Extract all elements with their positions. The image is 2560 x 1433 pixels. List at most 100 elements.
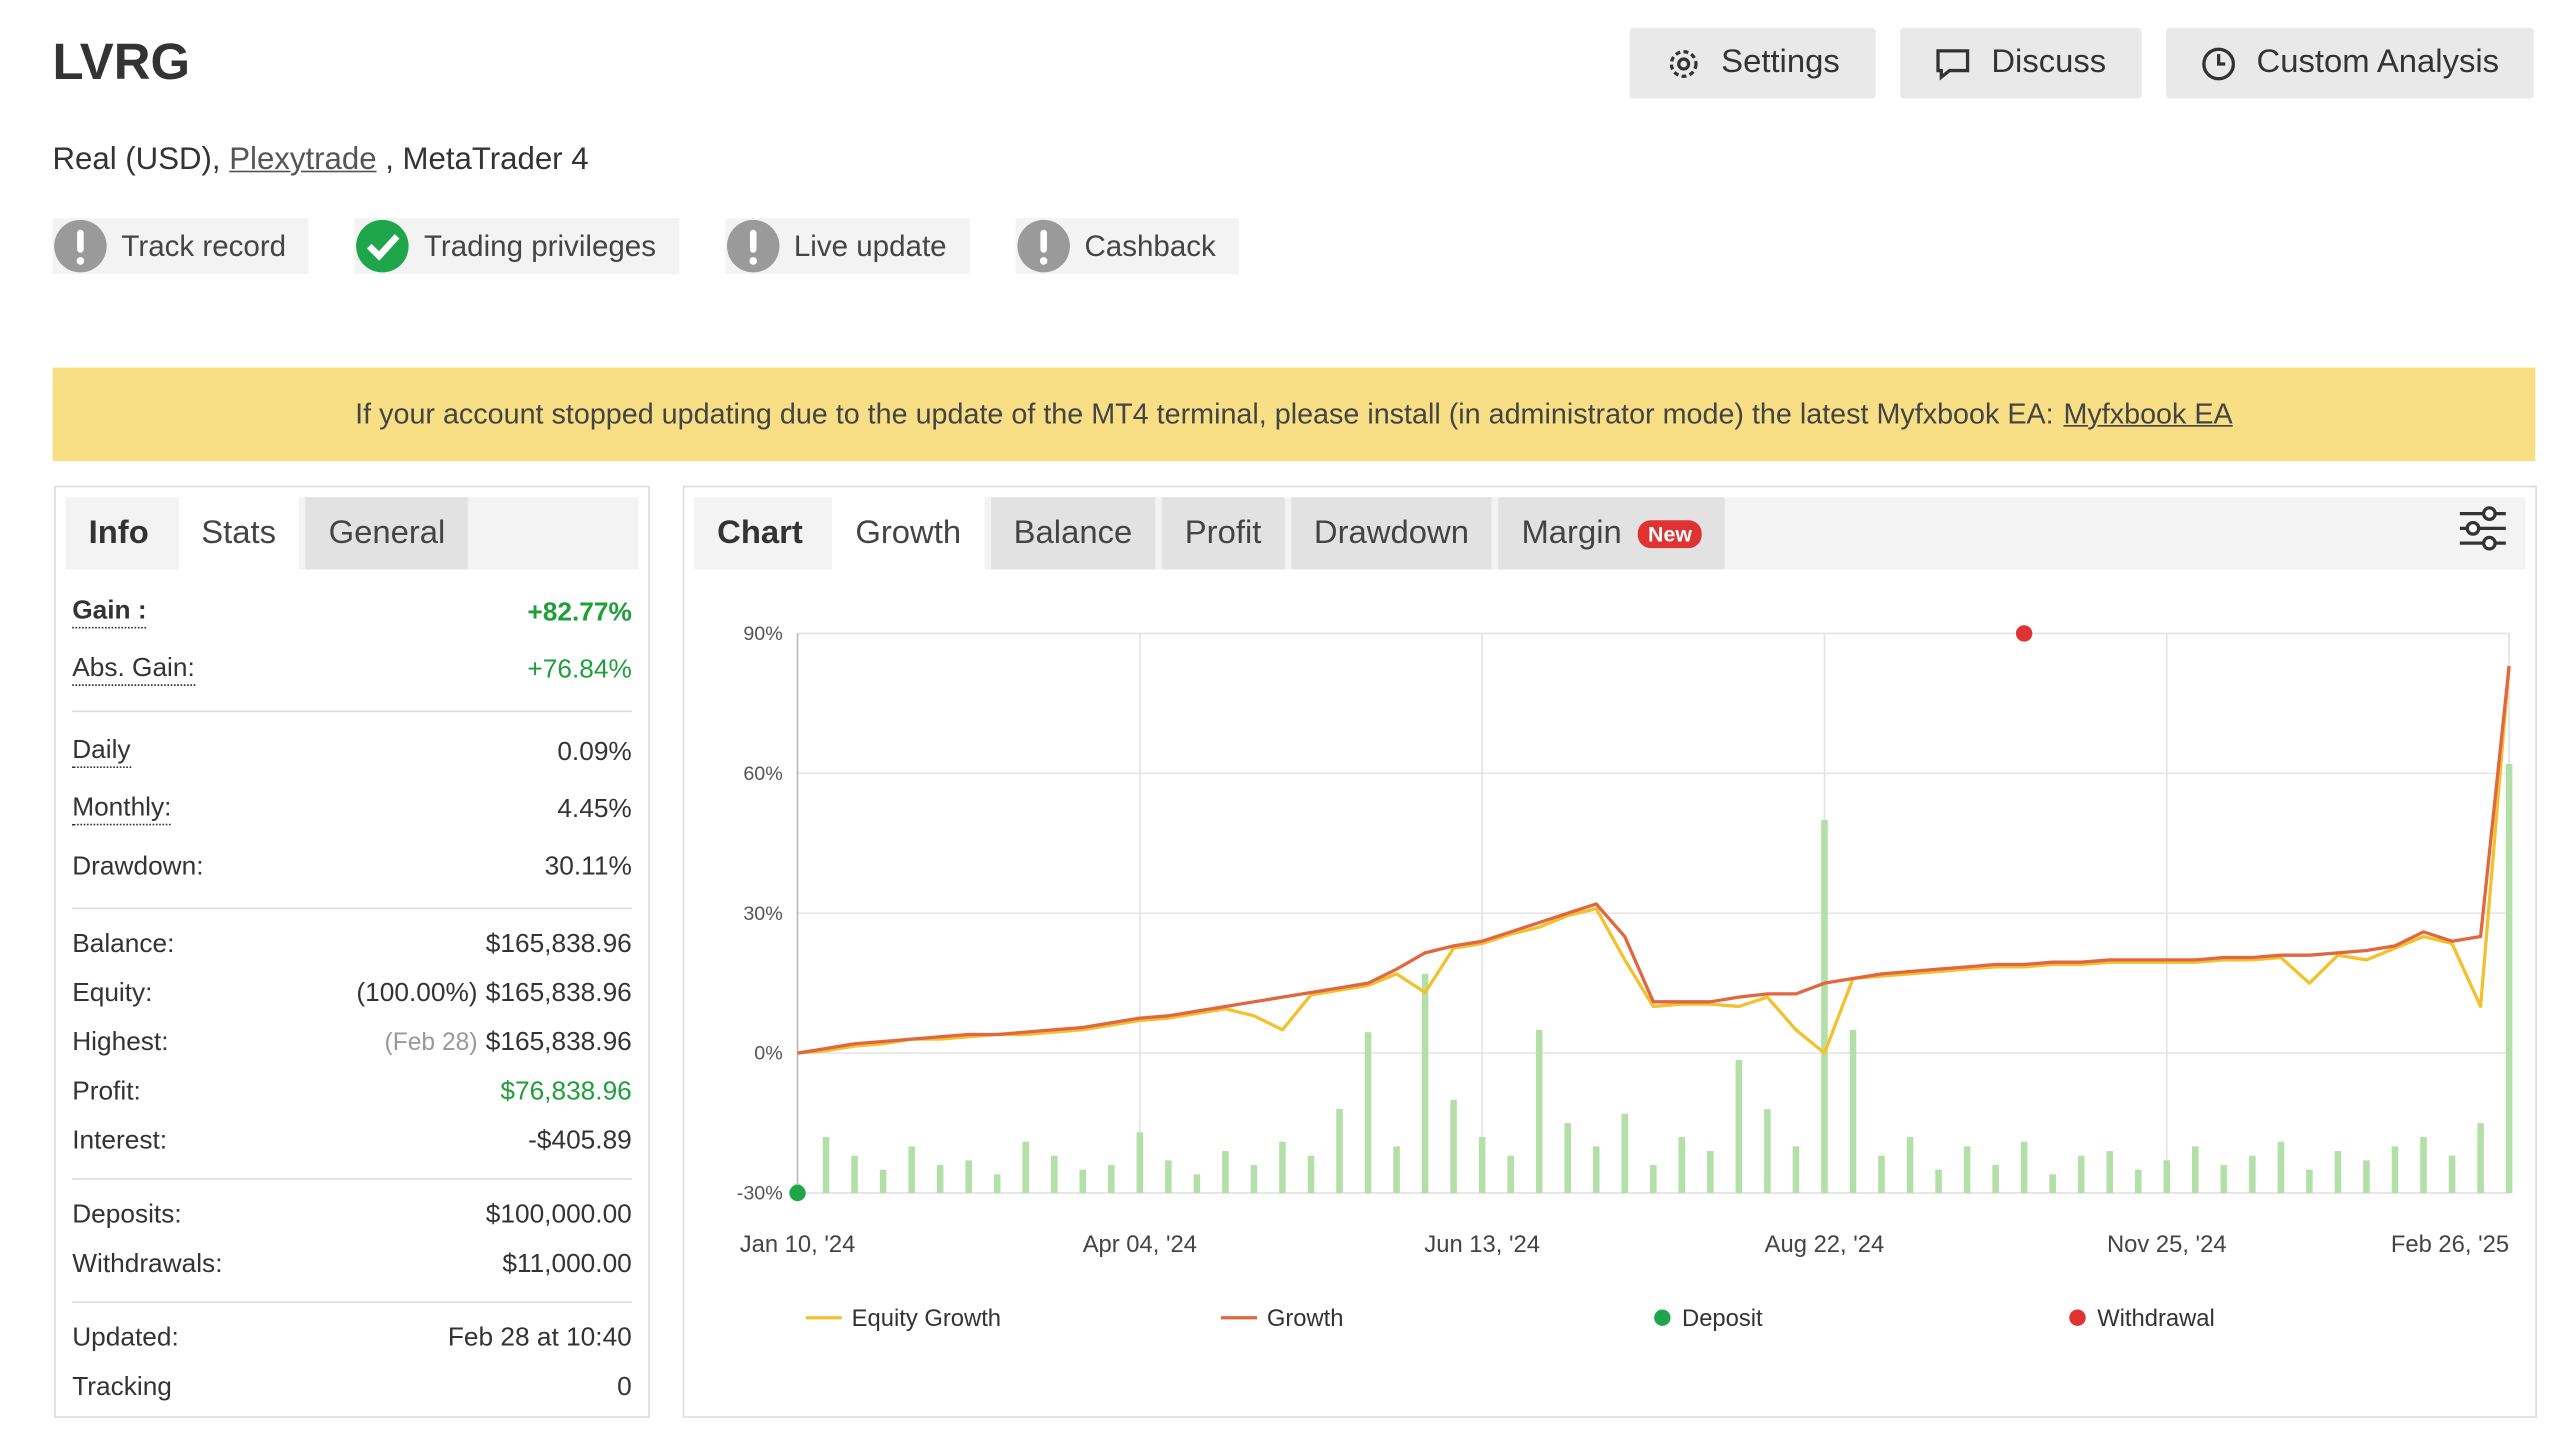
stats-label: Balance: xyxy=(72,930,175,959)
bar xyxy=(1592,1146,1600,1194)
tab[interactable]: Drawdown xyxy=(1290,497,1492,570)
stats-value-wrap: 0 xyxy=(617,1374,632,1404)
stats-label: Highest: xyxy=(72,1028,169,1057)
bar xyxy=(1307,1155,1315,1194)
x-tick-label: Jan 10, '24 xyxy=(740,1231,856,1258)
stats-value: +76.84% xyxy=(527,655,632,684)
stats-value: $165,838.96 xyxy=(485,930,632,959)
bar xyxy=(879,1169,887,1194)
button-label: Discuss xyxy=(1991,44,2107,81)
chat-icon xyxy=(1937,48,1970,80)
filter-icon[interactable] xyxy=(2457,504,2510,553)
stats-value: 0.09% xyxy=(557,737,632,766)
bar xyxy=(2505,763,2513,1194)
stats-value: -$405.89 xyxy=(528,1127,632,1156)
bar xyxy=(1792,1146,1800,1194)
stats-value: 30.11% xyxy=(544,852,632,881)
badge-label: Trading privileges xyxy=(423,228,657,262)
bar xyxy=(1165,1160,1172,1194)
y-tick-label: 30% xyxy=(743,903,782,925)
bar xyxy=(1678,1137,1686,1194)
stats-row: Monthly: 4.45% xyxy=(72,781,632,838)
badge: Trading privileges xyxy=(355,218,679,275)
stats-label[interactable]: Monthly: xyxy=(72,794,172,826)
bar xyxy=(1250,1165,1258,1194)
stats-group: Gain : +82.77% Abs. Gain: +76.84% xyxy=(72,573,632,713)
warning-bar xyxy=(1040,229,1047,253)
legend-label[interactable]: Deposit xyxy=(1682,1305,1763,1332)
bar xyxy=(1336,1109,1343,1194)
stats-row: Gain : +82.77% xyxy=(72,584,632,641)
stats-value-wrap: -$405.89 xyxy=(528,1127,632,1157)
bar xyxy=(2363,1160,2370,1194)
tab-label: Balance xyxy=(1013,514,1133,551)
tab[interactable]: Margin New xyxy=(1498,497,1725,570)
bar xyxy=(1136,1132,1144,1194)
stats-row: Daily 0.09% xyxy=(72,724,632,781)
platform: , MetaTrader 4 xyxy=(385,142,589,178)
bar xyxy=(1421,973,1429,1194)
stats-label: Updated: xyxy=(72,1324,179,1353)
stats-group: Deposits: $100,000.00 Withdrawals: $11,000.… xyxy=(72,1180,632,1303)
clock-icon xyxy=(2202,46,2236,80)
stats-value: $76,838.96 xyxy=(500,1078,632,1107)
stats-row: Highest: (Feb 28) $165,838.96 xyxy=(72,1019,632,1068)
stats-value-wrap: (Feb 28) $165,838.96 xyxy=(385,1029,632,1059)
warning-dot xyxy=(749,257,757,265)
tab[interactable]: Balance xyxy=(990,497,1156,570)
tab-label: Margin xyxy=(1521,514,1622,551)
stats-value-wrap: (100.00%) $165,838.96 xyxy=(356,980,631,1010)
x-tick-label: Nov 25, '24 xyxy=(2107,1231,2227,1258)
bar xyxy=(1393,1146,1400,1194)
stats-label[interactable]: Gain : xyxy=(72,597,147,629)
badge-icon xyxy=(726,219,780,273)
tab[interactable]: Stats xyxy=(178,497,300,570)
bar xyxy=(1707,1151,1714,1194)
stats-label[interactable]: Abs. Gain: xyxy=(72,655,195,686)
warning-dot xyxy=(1039,257,1048,265)
stats-row: Interest: -$405.89 xyxy=(72,1118,632,1167)
bar xyxy=(1450,1099,1457,1194)
legend-label[interactable]: Equity Growth xyxy=(852,1305,1001,1332)
notice-link[interactable]: Myfxbook EA xyxy=(2063,397,2233,430)
stats-value: 4.45% xyxy=(557,795,632,823)
legend-label[interactable]: Withdrawal xyxy=(2097,1305,2215,1332)
bar xyxy=(1050,1155,1058,1194)
discuss-button[interactable]: Discuss xyxy=(1900,27,2142,99)
line-series xyxy=(797,665,2511,1055)
warning-dot xyxy=(76,257,85,265)
tab-label: Drawdown xyxy=(1313,514,1469,551)
tab-heading: Chart xyxy=(717,514,803,551)
button-label: Custom Analysis xyxy=(2256,44,2500,81)
legend-label[interactable]: Growth xyxy=(1267,1305,1344,1332)
badge-label: Cashback xyxy=(1084,228,1216,262)
badges: Track record Trading privileges Live updat… xyxy=(52,218,1239,275)
stats-row: Profit: $76,838.96 xyxy=(72,1068,632,1117)
account-type: Real (USD), xyxy=(52,142,221,178)
stats-value: +82.77% xyxy=(527,598,632,627)
account-title: LVRG xyxy=(52,32,191,91)
tab[interactable]: Profit xyxy=(1161,497,1285,570)
tab-label: Profit xyxy=(1184,514,1262,551)
stats-label: Interest: xyxy=(72,1127,168,1156)
stats-label[interactable]: Daily xyxy=(72,737,131,768)
stats-row: Balance: $165,838.96 xyxy=(72,921,632,970)
tab[interactable]: Growth xyxy=(832,497,985,570)
settings-button[interactable]: Settings xyxy=(1629,27,1876,99)
stats-label: Drawdown: xyxy=(72,852,204,881)
bar xyxy=(1906,1137,1914,1194)
stats-row: Tracking 0 xyxy=(72,1364,632,1413)
stats-group: Balance: $165,838.96 Equity: (100.00%) $165,… xyxy=(72,909,632,1180)
broker-link[interactable]: Plexytrade xyxy=(229,142,377,178)
badge-label: Live update xyxy=(793,228,947,262)
custom-analysis-button[interactable]: Custom Analysis xyxy=(2166,27,2534,99)
badge-label: Track record xyxy=(121,228,287,262)
check-mark xyxy=(367,234,401,261)
stats-label: Equity: xyxy=(72,979,153,1008)
tab-heading: Info xyxy=(88,514,149,551)
notice-text: If your account stopped updating due to … xyxy=(355,397,2054,430)
bar xyxy=(2049,1174,2056,1194)
tab[interactable]: General xyxy=(305,497,469,570)
